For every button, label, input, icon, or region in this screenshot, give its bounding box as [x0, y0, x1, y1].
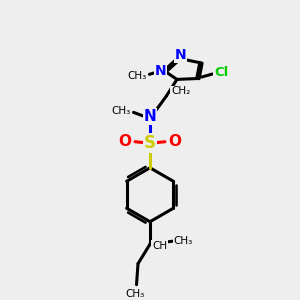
Text: S: S	[144, 134, 156, 152]
Text: N: N	[155, 64, 166, 78]
Text: Cl: Cl	[214, 66, 228, 79]
Text: CH₃: CH₃	[111, 106, 130, 116]
Text: CH₃: CH₃	[127, 71, 146, 81]
Text: N: N	[144, 110, 156, 124]
Text: CH₂: CH₂	[171, 86, 190, 96]
Text: CH₃: CH₃	[125, 289, 145, 298]
Text: O: O	[168, 134, 182, 149]
Text: CH: CH	[152, 241, 167, 251]
Text: CH₃: CH₃	[173, 236, 193, 246]
Text: O: O	[118, 134, 132, 149]
Text: N: N	[175, 48, 186, 62]
